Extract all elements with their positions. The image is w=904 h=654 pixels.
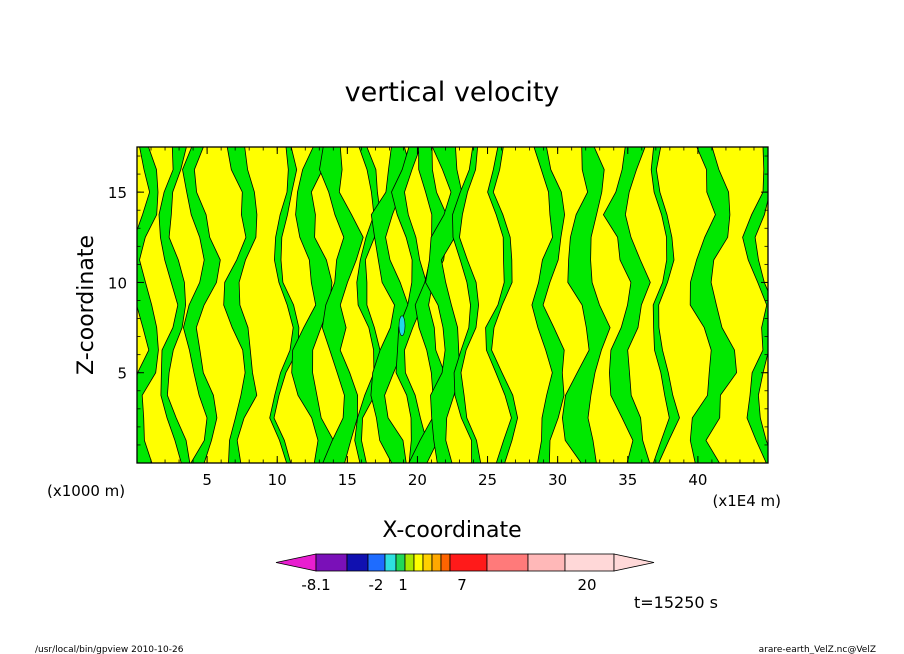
colorbar-box — [404, 553, 415, 572]
contour-band — [223, 147, 258, 463]
colorbar-tick-label: 7 — [457, 576, 467, 594]
plot-frame — [136, 146, 769, 464]
contour-band — [319, 147, 364, 463]
colorbar-box — [384, 553, 397, 572]
x-tick-label: 15 — [338, 471, 357, 489]
contour-band — [269, 147, 300, 463]
footer-right: arare-earth_VelZ.nc@VelZ — [759, 645, 876, 654]
x-unit-right: (x1E4 m) — [712, 492, 781, 510]
x-tick-label: 25 — [478, 471, 497, 489]
colorbar-box — [449, 553, 488, 572]
contour-band — [291, 147, 334, 463]
y-axis-label: Z-coordinate — [74, 235, 99, 375]
contour-core — [398, 315, 406, 337]
colorbar-box — [486, 553, 529, 572]
colorbar-tick-label: 1 — [398, 576, 408, 594]
contour-band — [452, 147, 482, 463]
colorbar-box — [315, 553, 348, 572]
contour-band — [602, 147, 651, 463]
time-label: t=15250 s — [634, 593, 718, 612]
y-ticks: 5 10 15 — [108, 155, 768, 446]
x-unit-left: (x1000 m) — [47, 482, 125, 500]
x-axis-label: X-coordinate — [382, 518, 521, 543]
colorbar-arrow-low — [275, 553, 317, 572]
y-tick-label: 10 — [108, 274, 127, 292]
footer-left: /usr/local/bin/gpview 2010-10-26 — [35, 645, 184, 654]
contour-band — [137, 147, 159, 463]
colorbar-box — [422, 553, 433, 572]
y-tick-label: 15 — [108, 184, 127, 202]
contour-band — [370, 147, 412, 463]
colorbar-box — [564, 553, 615, 572]
colorbar-tick-label: 20 — [577, 576, 596, 594]
colorbar-box — [395, 553, 406, 572]
chart-title: vertical velocity — [345, 77, 560, 108]
contour-band — [742, 147, 768, 463]
colorbar: -8.1 -2 1 7 20 — [275, 553, 655, 594]
colorbar-box — [431, 553, 442, 572]
contour-band — [689, 147, 738, 463]
plot-area: 5 10 15 20 25 30 35 40 5 10 15 — [108, 146, 769, 489]
x-tick-label: 20 — [408, 471, 427, 489]
contour-bands — [137, 147, 768, 463]
x-tick-label: 35 — [618, 471, 637, 489]
contour-band — [391, 147, 427, 463]
colorbar-tick-label: -2 — [369, 576, 384, 594]
contour-band — [182, 147, 221, 463]
contour-band — [158, 147, 191, 463]
colorbar-box — [367, 553, 386, 572]
colorbar-box — [346, 553, 369, 572]
contour-band — [561, 147, 611, 463]
contour-band — [531, 147, 566, 463]
colorbar-arrow-high — [613, 553, 655, 572]
x-ticks: 5 10 15 20 25 30 35 40 — [150, 147, 755, 489]
colorbar-box — [527, 553, 566, 572]
y-tick-label: 5 — [117, 365, 127, 383]
x-tick-label: 10 — [268, 471, 287, 489]
x-tick-label: 40 — [688, 471, 707, 489]
x-tick-label: 30 — [548, 471, 567, 489]
x-tick-label: 5 — [202, 471, 212, 489]
colorbar-box — [440, 553, 451, 572]
colorbar-tick-label: -8.1 — [301, 576, 330, 594]
contour-band — [485, 147, 519, 463]
contour-band — [650, 147, 680, 463]
colorbar-box — [413, 553, 424, 572]
